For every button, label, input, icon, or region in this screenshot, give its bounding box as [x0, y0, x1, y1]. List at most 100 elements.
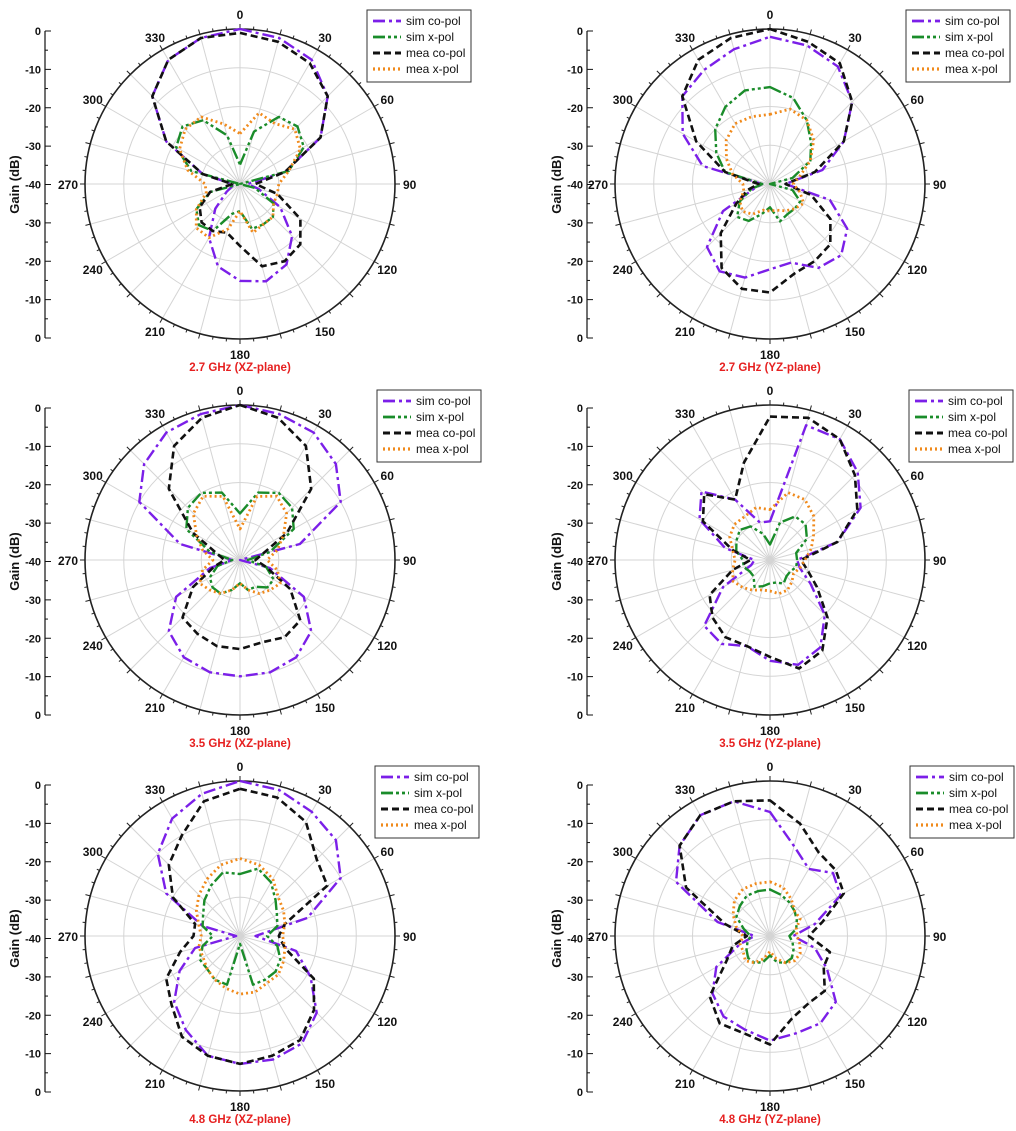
grid-spoke: [769, 519, 920, 561]
gain-axis-label: Gain (dB): [549, 909, 564, 968]
angle-tick: [621, 881, 625, 884]
angle-tick: [869, 678, 872, 682]
angle-label: 180: [760, 724, 780, 738]
legend-label: sim x-pol: [948, 410, 996, 424]
angle-tick: [328, 310, 332, 314]
gain-tick-label: -40: [25, 557, 41, 569]
grid-spoke: [130, 826, 241, 937]
angle-tick: [159, 421, 163, 427]
angle-tick: [366, 844, 370, 848]
angle-tick: [373, 1013, 379, 1017]
angle-tick: [919, 975, 925, 978]
angle-tick: [279, 781, 282, 787]
gain-tick-label: -10: [567, 64, 583, 76]
angle-tick: [796, 336, 798, 340]
angle-tick: [858, 310, 862, 314]
angle-label: 240: [83, 1015, 103, 1029]
gain-tick-label: -40: [567, 557, 583, 569]
angle-label: 90: [933, 554, 947, 568]
angle-label: 60: [381, 93, 395, 107]
angle-tick: [358, 458, 362, 461]
gain-tick-label: -10: [25, 295, 41, 307]
angle-tick: [640, 468, 644, 472]
angle-tick: [742, 1088, 744, 1092]
angle-label: 180: [230, 348, 250, 362]
angle-tick: [922, 156, 926, 158]
legend-label: mea co-pol: [945, 46, 1004, 60]
angle-tick: [198, 709, 201, 715]
angle-label: 30: [318, 783, 332, 797]
gain-tick-label: -30: [567, 895, 583, 907]
angle-tick: [148, 1062, 152, 1066]
angle-tick: [91, 236, 95, 239]
gain-tick-label: 0: [577, 1087, 583, 1099]
angle-tick: [148, 54, 152, 58]
angle-tick: [822, 329, 825, 333]
grid-spoke: [769, 183, 811, 334]
legend-label: sim co-pol: [416, 394, 471, 408]
legend-label: mea x-pol: [949, 818, 1002, 832]
legend-label: sim co-pol: [948, 394, 1003, 408]
angle-tick: [118, 659, 122, 662]
gain-axis-label: Gain (dB): [549, 155, 564, 214]
angle-tick: [392, 962, 396, 964]
angle-tick: [888, 834, 892, 837]
gain-tick-label: -40: [25, 934, 41, 946]
angle-label: 270: [58, 178, 78, 192]
angle-tick: [185, 1081, 188, 1085]
legend: sim co-pol sim x-pol mea co-pol mea x-pol: [905, 9, 1011, 83]
grid-spoke: [692, 49, 771, 185]
angle-tick: [305, 40, 308, 44]
angle-label: 330: [145, 31, 165, 45]
series-line-sim-co: [681, 35, 854, 279]
angle-tick: [822, 411, 825, 415]
angle-tick: [702, 792, 705, 796]
angle-tick: [888, 659, 892, 662]
angle-tick: [915, 988, 919, 991]
angle-tick: [292, 329, 295, 333]
angle-tick: [689, 317, 693, 323]
angle-tick: [631, 479, 637, 483]
grid-spoke: [90, 519, 241, 561]
angle-tick: [198, 781, 201, 787]
angle-tick: [101, 637, 107, 641]
angle-tick: [869, 438, 872, 442]
grid-spoke: [90, 183, 241, 225]
angle-tick: [648, 659, 652, 662]
angle-tick: [358, 659, 362, 662]
angle-tick: [809, 333, 812, 339]
panel-title: 4.8 GHz (YZ-plane): [719, 1114, 821, 1126]
grid-spoke: [769, 425, 848, 561]
angle-label: 30: [848, 31, 862, 45]
gain-tick-label: -20: [567, 480, 583, 492]
grid-spoke: [635, 858, 771, 937]
angle-tick: [126, 669, 131, 674]
angle-tick: [159, 1069, 163, 1075]
angle-tick: [888, 82, 892, 85]
gain-tick-label: -10: [25, 672, 41, 684]
gain-tick-label: -10: [567, 1049, 583, 1061]
angle-tick: [85, 223, 91, 226]
legend-label: sim x-pol: [406, 30, 454, 44]
grid-spoke: [162, 425, 241, 561]
gain-axis-label: Gain (dB): [7, 909, 22, 968]
angle-tick: [185, 35, 188, 39]
angle-tick: [101, 103, 107, 107]
angle-tick: [172, 792, 175, 796]
angle-tick: [626, 1001, 630, 1004]
angle-tick: [212, 404, 214, 408]
angle-tick: [614, 962, 618, 964]
gain-tick-label: 0: [35, 780, 41, 792]
angle-tick: [869, 62, 872, 66]
angle-label: 330: [675, 31, 695, 45]
grid-spoke: [620, 519, 771, 561]
angle-tick: [349, 70, 354, 75]
angle-label: 180: [230, 724, 250, 738]
angle-tick: [648, 82, 652, 85]
gain-tick-label: -40: [567, 180, 583, 192]
grid-spoke: [239, 559, 350, 670]
polar-panel: 0 30 60 90 120 150 180 210 240 270 300 330 0 -10 -20 -3…: [7, 8, 472, 374]
angle-label: 30: [848, 783, 862, 797]
angle-tick: [919, 518, 925, 521]
angle-tick: [172, 416, 175, 420]
